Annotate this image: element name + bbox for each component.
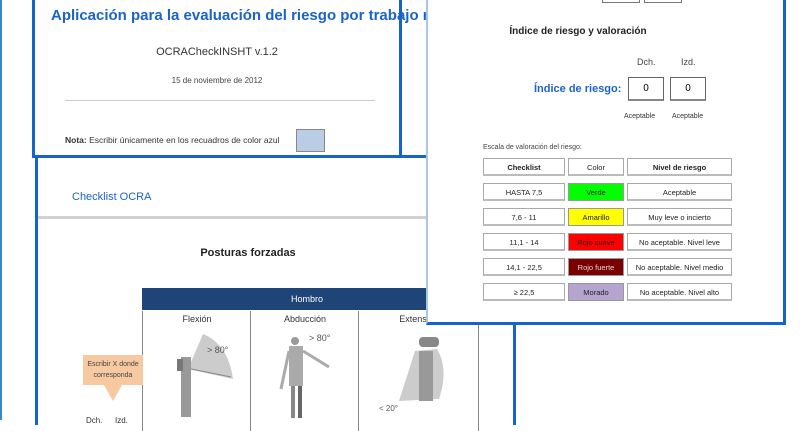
column-extension: Extensión < 20° (358, 311, 479, 431)
scale-row-color: Rojo suave (568, 233, 624, 251)
group-header-hombro: Hombro (142, 288, 472, 310)
scale-row-level: No aceptable. Nivel leve (627, 233, 732, 251)
date-label: 15 de noviembre de 2012 (171, 76, 263, 85)
col-label-dch: Dch. (637, 57, 656, 67)
scale-row-range: HASTA 7,5 (483, 183, 565, 201)
angle-label: > 80° (207, 345, 229, 355)
scale-row-range: 14,1 - 22,5 (483, 258, 565, 276)
input-box-partial[interactable] (602, 0, 640, 3)
scale-row-range: 7,6 - 11 (483, 208, 565, 226)
column-abduccion: Abducción > 80° (250, 311, 359, 431)
app-title: Aplicación para la evaluación del riesgo… (51, 7, 491, 24)
header-color: Color (568, 158, 624, 176)
header-checklist: Checklist (483, 158, 565, 176)
scale-row-range: ≥ 22,5 (483, 283, 565, 301)
risk-index-dch: 0 (628, 77, 664, 101)
scale-row-color: Amarillo (568, 208, 624, 226)
section-title: Posturas forzadas (200, 247, 296, 259)
risk-heading: Índice de riesgo y valoración (509, 26, 647, 37)
divider (65, 100, 375, 101)
flexion-figure-icon: > 80° (177, 334, 233, 417)
side-label-izd: Izd. (115, 416, 128, 425)
extension-figure-icon: < 20° (379, 337, 444, 413)
input-box-partial[interactable] (644, 0, 682, 3)
risk-index-izd: 0 (670, 77, 706, 101)
scale-row-level: No aceptable. Nivel medio (627, 258, 732, 276)
divider (38, 216, 513, 219)
scale-row-color: Rojo fuerte (568, 258, 624, 276)
note-text: Escribir únicamente en los recuadros de … (89, 135, 280, 145)
scale-row-range: 11,1 - 14 (483, 233, 565, 251)
note-label: Nota: (65, 135, 87, 145)
note: Nota: Escribir únicamente en los recuadr… (65, 135, 280, 145)
scale-title: Escala de valoración del riesgo: (483, 144, 582, 151)
angle-label: < 20° (379, 404, 398, 413)
column-label: Extensión (399, 314, 439, 324)
main-window: Aplicación para la evaluación del riesgo… (32, 0, 490, 158)
column-label: Flexión (182, 314, 212, 324)
desktop-edge (0, 0, 2, 420)
rating-dch: Aceptable (624, 113, 656, 120)
arrow-down-icon (104, 385, 122, 401)
header-level: Nivel de riesgo (627, 158, 732, 176)
scale-row-color: Morado (568, 283, 624, 301)
column-divider (478, 311, 509, 431)
callout-box: Escribir X donde corresponda (83, 355, 143, 385)
scale-row-level: Aceptable (627, 183, 732, 201)
scale-row-color: Verde (568, 183, 624, 201)
col-label-izd: Izd. (681, 57, 696, 67)
abduccion-figure-icon: > 80° (279, 333, 331, 418)
side-label-dch: Dch. (86, 416, 103, 425)
rating-izd: Aceptable (672, 113, 704, 120)
risk-index-label: Índice de riesgo: (534, 83, 622, 95)
column-flexion: Flexión > 80° (142, 311, 251, 431)
version-label: OCRACheckINSHT v.1.2 (156, 46, 278, 58)
angle-label: > 80° (309, 333, 331, 343)
blue-input-sample (296, 129, 325, 152)
column-label: Abducción (283, 314, 327, 324)
scale-row-level: Muy leve o incierto (627, 208, 732, 226)
risk-window: Índice de riesgo y valoración Dch. Izd. … (426, 0, 786, 325)
scale-row-level: No aceptable. Nivel alto (627, 283, 732, 301)
checklist-title: Checklist OCRA (72, 191, 152, 203)
